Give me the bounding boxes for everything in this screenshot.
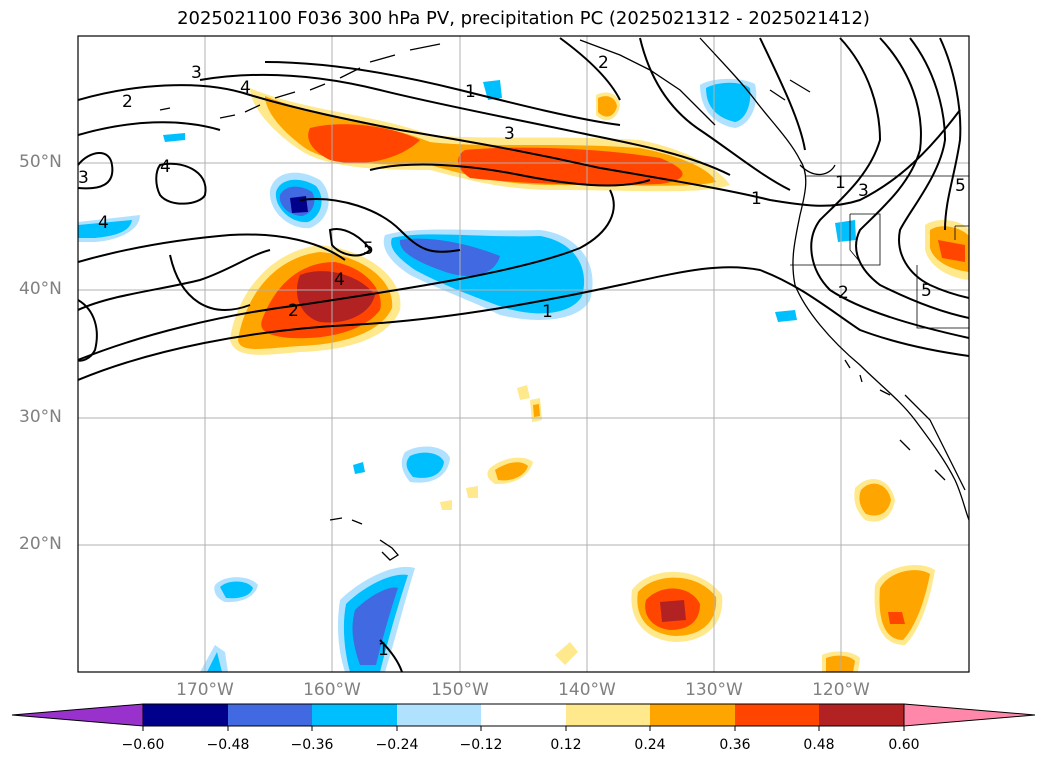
colorbar-seg-2 [228,704,312,726]
colorbar-tick-label: 0.24 [634,737,666,753]
lat-label: 50°N [19,152,62,172]
contour-label-5: 5 [921,281,932,301]
colorbar-seg-6 [566,704,650,726]
lat-label: 40°N [19,279,62,299]
map-frame [77,35,970,673]
contour-label-4: 4 [240,78,251,98]
contour-label-4: 4 [98,213,109,233]
contour-label-1: 1 [378,640,389,660]
contour-label-2: 2 [122,92,133,112]
contour-label-3: 3 [78,168,89,188]
lon-label: 140°W [558,680,616,700]
colorbar-seg-1 [143,704,228,726]
lon-label: 120°W [812,680,870,700]
colorbar-tick-label: −0.48 [206,737,250,753]
contour-label-1: 1 [465,82,476,102]
pv-contours [78,37,969,672]
colorbar-seg-8 [735,704,819,726]
colorbar-tick-label: −0.36 [290,737,334,753]
colorbar-tick-label: 0.36 [719,737,751,753]
map-area: 2 3 4 1 3 2 1 4 3 4 5 4 2 1 3 1 2 5 5 1 [78,36,969,672]
colorbar-seg-5 [481,704,566,726]
contour-label-3: 3 [504,124,515,144]
contour-label-3: 3 [191,63,202,83]
lat-label: 30°N [19,407,62,427]
colorbar-tick-label: −0.24 [375,737,419,753]
contour-label-1: 1 [542,302,553,322]
colorbar-tick-label: −0.12 [459,737,503,753]
contour-labels: 2 3 4 1 3 2 1 4 3 4 5 4 2 1 3 1 2 5 5 1 [78,53,966,660]
boundaries [790,175,969,329]
colorbar-extend-low [11,703,144,727]
colorbar-seg-7 [650,704,735,726]
lon-label: 130°W [685,680,743,700]
colorbar-tick-label: −0.60 [121,737,165,753]
contour-label-2: 2 [598,53,609,73]
colorbar-seg-4 [397,704,481,726]
colorbar-seg-3 [312,704,397,726]
contour-label-2: 2 [838,283,849,303]
lat-label: 20°N [19,534,62,554]
colorbar-tick-label: 0.48 [803,737,835,753]
contour-label-4: 4 [160,157,171,177]
contour-label-2: 2 [288,301,299,321]
graticule [78,36,969,672]
contour-label-5: 5 [363,239,374,259]
map-title: 2025021100 F036 300 hPa PV, precipitatio… [177,8,870,29]
colorbar [11,703,1036,731]
contour-label-4: 4 [334,270,345,290]
colorbar-tick-label: 0.60 [888,737,920,753]
contour-label-5: 5 [955,176,966,196]
coastlines [159,37,969,561]
lon-label: 150°W [431,680,489,700]
contour-label-3: 3 [858,181,869,201]
lon-label: 170°W [176,680,234,700]
colorbar-seg-9 [819,704,904,726]
contour-label-1: 1 [835,173,846,193]
lon-label: 160°W [303,680,361,700]
colorbar-tick-label: 0.12 [550,737,582,753]
colorbar-extend-high [903,703,1036,727]
contour-label-1: 1 [751,189,762,209]
